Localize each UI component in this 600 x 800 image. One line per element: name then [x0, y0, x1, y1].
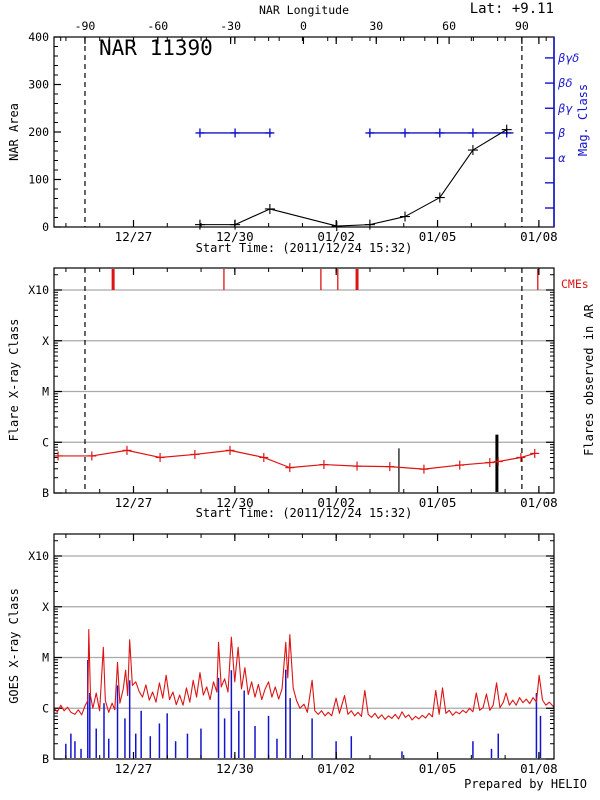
svg-text:M: M — [42, 651, 49, 665]
svg-text:X10: X10 — [28, 549, 49, 563]
svg-text:-90: -90 — [75, 19, 96, 33]
svg-text:X10: X10 — [28, 283, 49, 297]
mag-class-axis-label: Mag. Class — [576, 83, 590, 157]
svg-text:12/30: 12/30 — [216, 229, 254, 244]
svg-text:01/05: 01/05 — [419, 229, 457, 244]
panel-title: NAR 11390 — [99, 36, 213, 60]
svg-text:0: 0 — [42, 220, 49, 234]
flares-observed-label: Flares observed in AR — [582, 304, 596, 456]
svg-text:100: 100 — [28, 173, 49, 187]
svg-text:01/05: 01/05 — [419, 495, 457, 510]
latitude-readout: Lat: +9.11 — [469, 1, 554, 17]
svg-text:12/27: 12/27 — [115, 229, 153, 244]
svg-text:X: X — [42, 600, 49, 614]
svg-text:βδ: βδ — [557, 76, 572, 90]
svg-text:B: B — [42, 752, 49, 766]
svg-text:M: M — [42, 385, 49, 399]
svg-text:C: C — [42, 435, 49, 449]
svg-text:12/27: 12/27 — [115, 761, 153, 776]
cme-ticks — [111, 269, 539, 290]
svg-text:12/30: 12/30 — [216, 495, 254, 510]
area-axis-label: NAR Area — [7, 103, 21, 161]
svg-text:01/05: 01/05 — [419, 761, 457, 776]
start-time-label-1: Start Time: (2011/12/24 15:32) — [195, 241, 413, 255]
svg-text:X: X — [42, 334, 49, 348]
svg-text:-30: -30 — [220, 19, 241, 33]
top-axis-title: NAR Longitude — [258, 3, 349, 17]
svg-text:βγ: βγ — [557, 101, 573, 115]
svg-text:01/08: 01/08 — [520, 761, 558, 776]
flare-curve — [53, 445, 540, 474]
goes-long-channel — [53, 629, 555, 721]
svg-text:01/02: 01/02 — [317, 761, 355, 776]
svg-text:01/08: 01/08 — [520, 229, 558, 244]
svg-text:C: C — [42, 701, 49, 715]
svg-text:300: 300 — [28, 78, 49, 92]
svg-text:β: β — [557, 126, 565, 140]
goes-class-axis-label: GOES X-ray Class — [7, 588, 21, 704]
svg-text:α: α — [558, 151, 566, 165]
svg-text:400: 400 — [28, 30, 49, 44]
svg-text:90: 90 — [515, 19, 529, 33]
svg-text:01/08: 01/08 — [520, 495, 558, 510]
goes-short-channel — [65, 660, 542, 758]
nar-area-series — [194, 124, 512, 232]
flare-class-axis-label: Flare X-ray Class — [7, 318, 21, 442]
svg-text:01/02: 01/02 — [317, 495, 355, 510]
svg-text:0: 0 — [300, 19, 307, 33]
svg-text:B: B — [42, 486, 49, 500]
mag-class-axis: βγδ βδ βγ βα — [195, 37, 579, 227]
panel-goes: X10 X M C B 12/27 12/30 01/02 01/05 01/08 — [28, 533, 558, 776]
svg-text:60: 60 — [442, 19, 456, 33]
svg-text:12/27: 12/27 — [115, 495, 153, 510]
panel-flares: X10 X M C B 12/27 12/30 01/02 01/05 01/08 — [28, 267, 558, 510]
svg-text:12/30: 12/30 — [216, 761, 254, 776]
svg-text:30: 30 — [369, 19, 383, 33]
cmes-label: CMEs — [561, 277, 589, 291]
svg-text:01/02: 01/02 — [317, 229, 355, 244]
svg-text:βγδ: βγδ — [557, 51, 579, 65]
credit-label: Prepared by HELIO — [464, 777, 587, 791]
svg-text:200: 200 — [28, 125, 49, 139]
start-time-label-2: Start Time: (2011/12/24 15:32) — [195, 506, 413, 520]
flare-lines — [398, 434, 499, 492]
svg-text:-60: -60 — [147, 19, 168, 33]
